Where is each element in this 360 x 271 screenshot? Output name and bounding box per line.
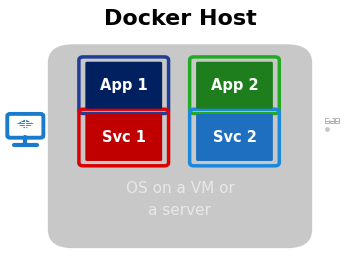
Polygon shape — [346, 116, 354, 123]
FancyBboxPatch shape — [196, 62, 273, 109]
FancyBboxPatch shape — [330, 118, 334, 121]
Ellipse shape — [319, 120, 347, 137]
FancyBboxPatch shape — [325, 121, 329, 123]
FancyBboxPatch shape — [85, 114, 162, 161]
FancyBboxPatch shape — [336, 118, 339, 121]
Text: Svc 1: Svc 1 — [102, 130, 146, 145]
FancyBboxPatch shape — [85, 62, 162, 109]
Text: OS on a VM or
a server: OS on a VM or a server — [126, 181, 234, 218]
FancyBboxPatch shape — [7, 114, 43, 138]
Text: App 1: App 1 — [100, 78, 148, 93]
Text: Svc 2: Svc 2 — [212, 130, 256, 145]
Text: Docker Host: Docker Host — [104, 9, 256, 30]
Polygon shape — [17, 120, 34, 128]
FancyBboxPatch shape — [325, 118, 329, 121]
FancyBboxPatch shape — [48, 44, 312, 248]
FancyBboxPatch shape — [196, 114, 273, 161]
Text: App 2: App 2 — [211, 78, 258, 93]
FancyBboxPatch shape — [330, 121, 334, 123]
FancyBboxPatch shape — [336, 121, 339, 123]
